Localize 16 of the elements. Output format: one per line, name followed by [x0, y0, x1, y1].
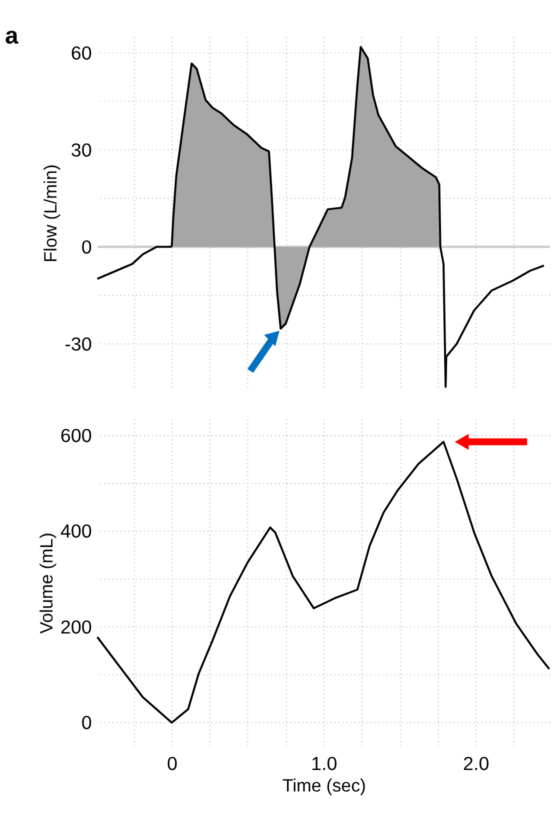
x-tick-label: 2.0 [462, 752, 490, 774]
y-axis-title: Volume (mL) [36, 532, 56, 634]
y-tick-label: 30 [70, 139, 92, 160]
y-tick-label: 60 [70, 42, 92, 64]
x-tick-label: 0 [166, 752, 178, 774]
x-axis-title: Time (sec) [282, 776, 366, 796]
y-axis-title: Flow (L/min) [40, 164, 61, 262]
y-tick-label: 0 [81, 712, 92, 734]
x-tick-label: 1.0 [311, 752, 338, 774]
y-tick-label: 400 [60, 520, 92, 542]
text: a [4, 22, 19, 50]
y-tick-label: 0 [81, 236, 92, 258]
y-tick-label: -30 [64, 333, 92, 354]
line-series [96, 440, 550, 724]
y-tick-label: 600 [60, 425, 92, 446]
y-tick-label: 200 [60, 616, 92, 638]
